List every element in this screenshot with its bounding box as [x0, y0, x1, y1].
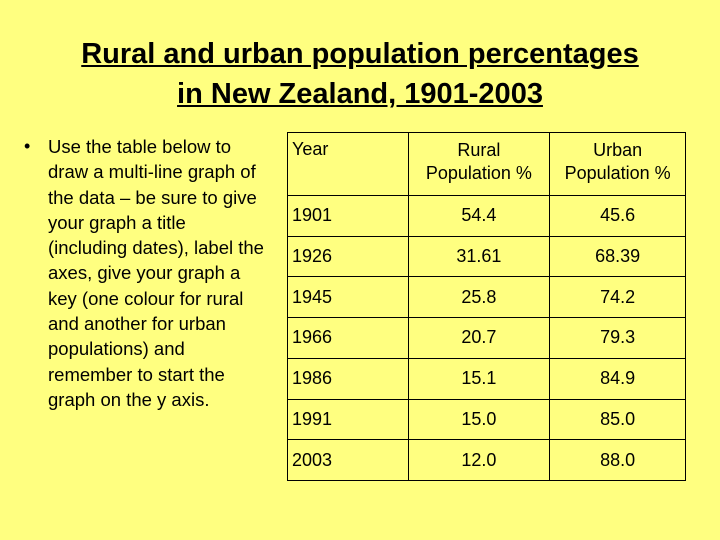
table-row: 1991 15.0 85.0: [287, 398, 686, 441]
table-row: 1986 15.1 84.9: [287, 357, 686, 400]
cell-urban: 88.0: [549, 439, 686, 481]
cell-year: 1986: [287, 357, 409, 400]
bullet-icon: •: [24, 136, 31, 156]
cell-year: 1991: [287, 398, 409, 441]
instruction-text: Use the table below to draw a multi-line…: [48, 136, 264, 410]
cell-urban: 68.39: [549, 235, 686, 278]
cell-urban: 74.2: [549, 276, 686, 319]
cell-rural: 31.61: [407, 235, 551, 278]
cell-year: 2003: [287, 439, 409, 481]
table-row: 1926 31.61 68.39: [287, 235, 686, 278]
header-rural: Rural Population %: [407, 132, 551, 196]
title-line-2: in New Zealand, 1901-2003: [177, 78, 543, 110]
cell-urban: 85.0: [549, 398, 686, 441]
title-line-1: Rural and urban population percentages: [81, 38, 639, 70]
cell-rural: 12.0: [407, 439, 551, 481]
table-row: 1945 25.8 74.2: [287, 276, 686, 319]
cell-rural: 15.0: [407, 398, 551, 441]
cell-year: 1901: [287, 195, 409, 237]
cell-urban: 84.9: [549, 357, 686, 400]
table-row: 1966 20.7 79.3: [287, 317, 686, 359]
slide-title: Rural and urban population percentages i…: [0, 34, 720, 114]
population-table: Year Rural Population % Urban Population…: [287, 132, 686, 481]
cell-year: 1945: [287, 276, 409, 319]
header-urban: Urban Population %: [549, 132, 686, 196]
cell-year: 1926: [287, 235, 409, 278]
cell-urban: 45.6: [549, 195, 686, 237]
table-row: 1901 54.4 45.6: [287, 195, 686, 237]
header-year: Year: [287, 132, 409, 196]
instruction-bullet: • Use the table below to draw a multi-li…: [24, 134, 269, 412]
cell-rural: 20.7: [407, 317, 551, 359]
cell-rural: 15.1: [407, 357, 551, 400]
cell-rural: 25.8: [407, 276, 551, 319]
cell-rural: 54.4: [407, 195, 551, 237]
cell-year: 1966: [287, 317, 409, 359]
cell-urban: 79.3: [549, 317, 686, 359]
table-row: 2003 12.0 88.0: [287, 439, 686, 481]
table-header-row: Year Rural Population % Urban Population…: [287, 132, 686, 196]
